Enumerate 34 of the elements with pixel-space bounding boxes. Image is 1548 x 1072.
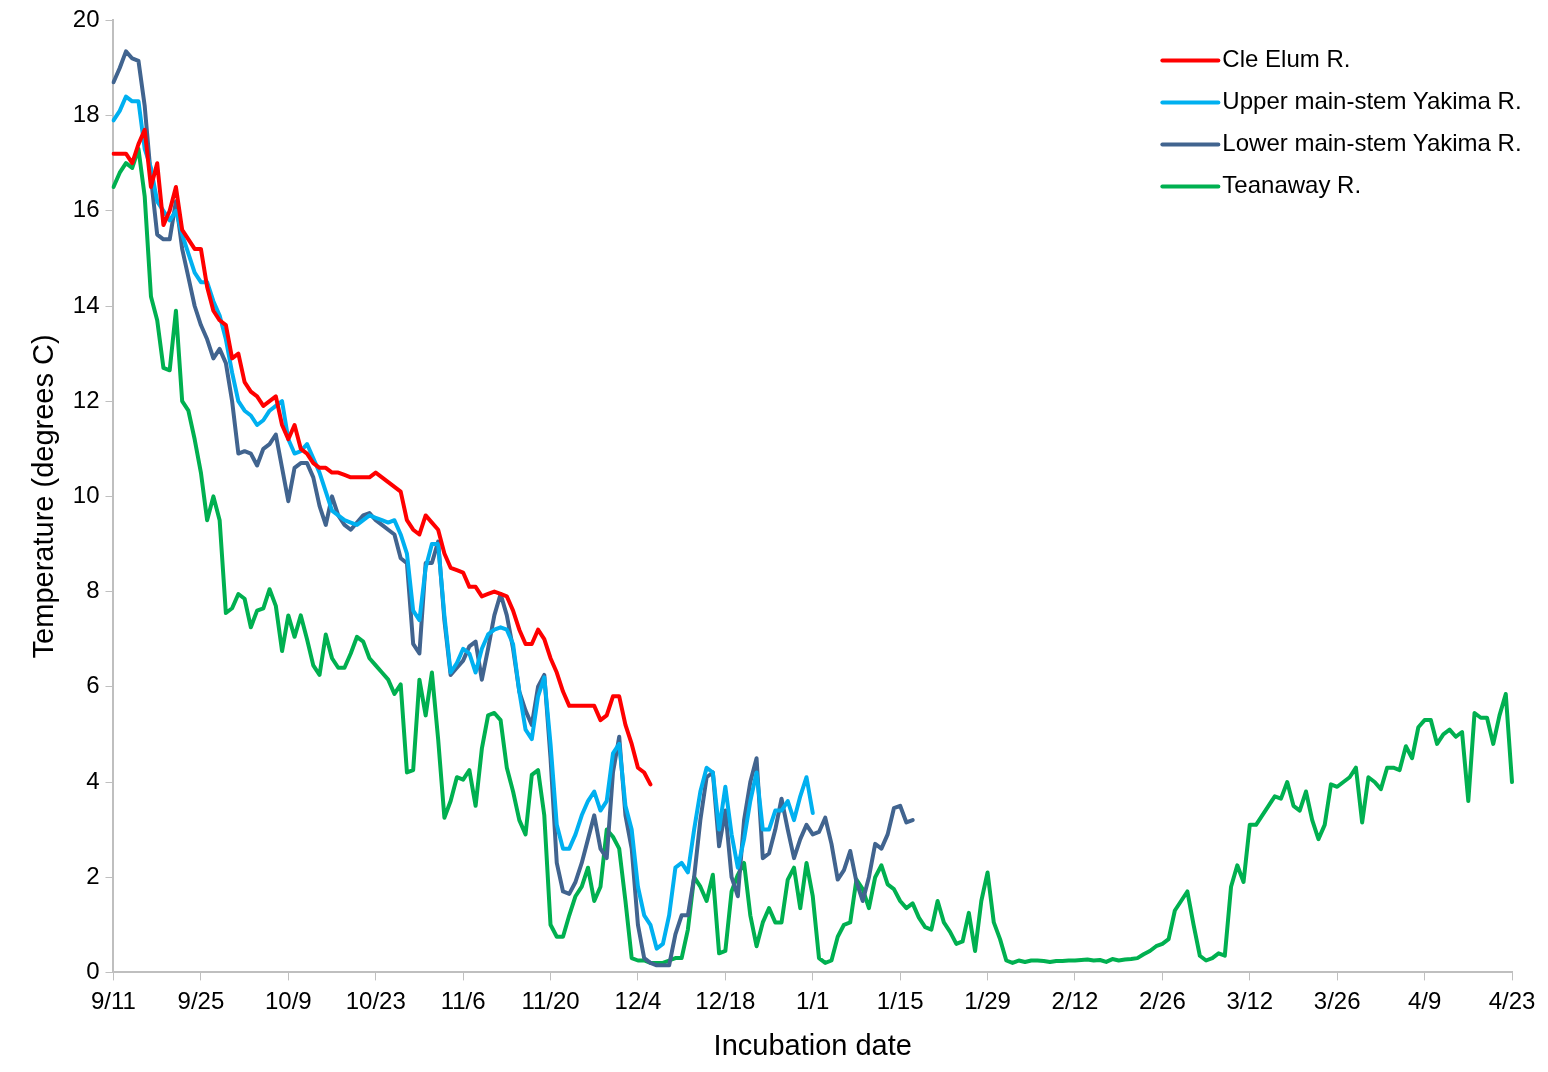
y-tick-label: 20 — [72, 5, 100, 33]
x-tick-label: 12/4 — [614, 987, 662, 1015]
y-tick-label: 6 — [86, 671, 100, 699]
x-tick-label: 9/25 — [177, 987, 225, 1015]
x-tick-label: 2/26 — [1139, 987, 1186, 1015]
y-tick-label: 4 — [86, 766, 100, 794]
legend-label: Teanaway R. — [1222, 171, 1362, 199]
x-tick-label: 11/6 — [440, 987, 486, 1015]
x-tick-label: 1/1 — [796, 987, 830, 1015]
x-tick-label: 4/23 — [1488, 987, 1536, 1015]
x-tick-label: 3/12 — [1226, 987, 1274, 1015]
legend-label: Cle Elum R. — [1222, 45, 1351, 73]
x-tick-label: 12/18 — [695, 987, 756, 1015]
y-tick-label: 14 — [72, 290, 100, 318]
legend-label: Upper main-stem Yakima R. — [1222, 87, 1522, 115]
y-tick-label: 10 — [72, 481, 100, 509]
y-tick-label: 8 — [86, 576, 100, 604]
x-tick-label: 3/26 — [1313, 987, 1361, 1015]
legend-label: Lower main-stem Yakima R. — [1222, 129, 1522, 157]
x-tick-label: 9/11 — [91, 987, 136, 1015]
y-tick-label: 12 — [72, 385, 100, 413]
x-axis-title: Incubation date — [713, 1028, 912, 1061]
y-axis-title: Temperature (degrees C) — [27, 334, 60, 659]
y-tick-label: 18 — [72, 100, 100, 128]
y-tick-label: 2 — [86, 861, 100, 889]
y-tick-label: 0 — [86, 957, 100, 985]
x-tick-label: 10/9 — [264, 987, 312, 1015]
x-tick-label: 1/29 — [964, 987, 1011, 1015]
x-tick-label: 11/20 — [521, 987, 580, 1015]
x-tick-label: 10/23 — [345, 987, 406, 1015]
x-tick-label: 1/15 — [876, 987, 924, 1015]
x-tick-label: 2/12 — [1051, 987, 1099, 1015]
x-tick-label: 4/9 — [1407, 987, 1442, 1015]
y-tick-label: 16 — [72, 195, 100, 223]
